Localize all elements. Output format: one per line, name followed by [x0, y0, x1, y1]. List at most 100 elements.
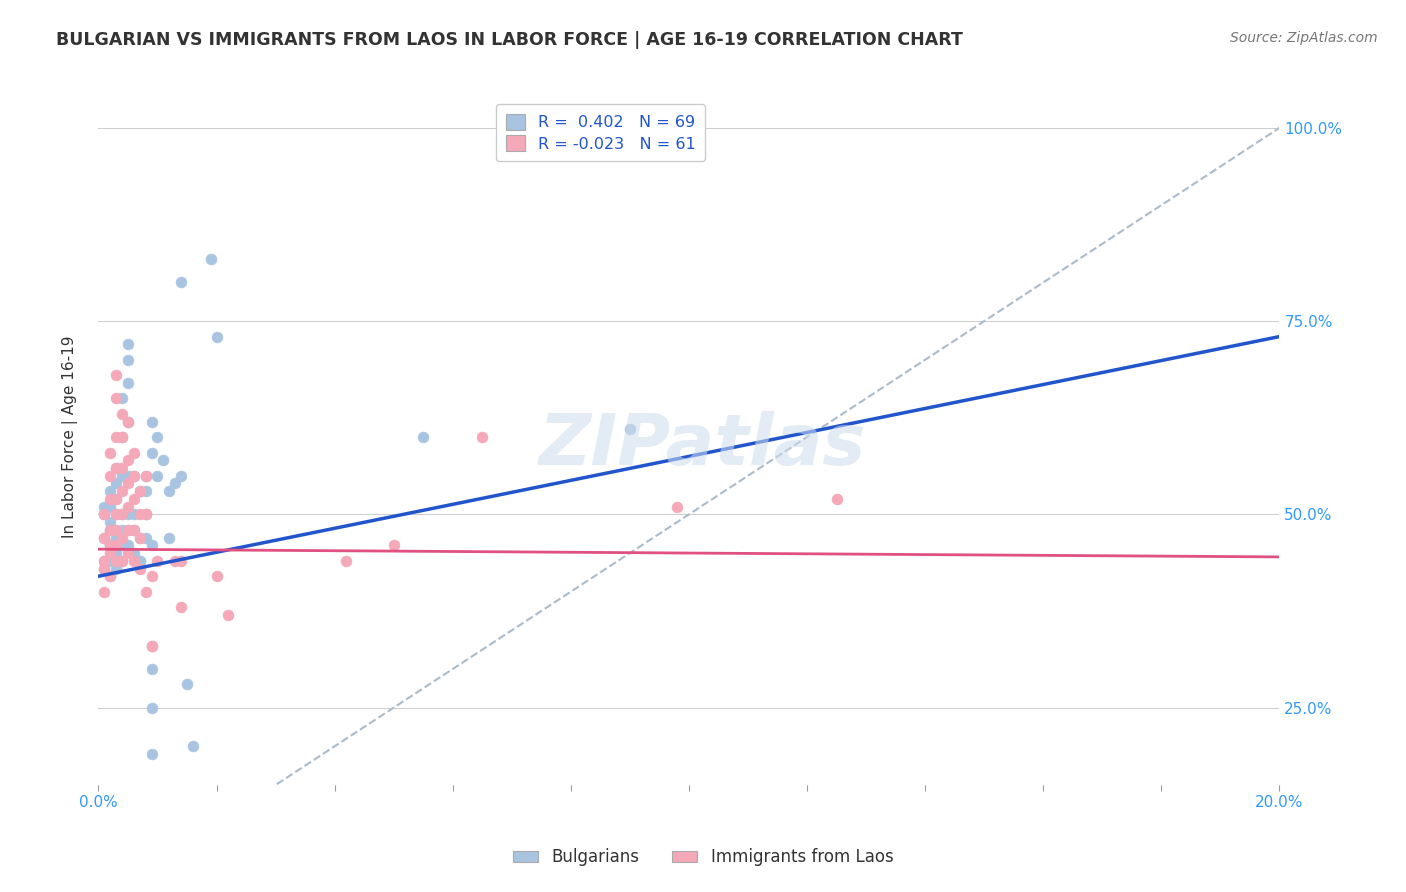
Point	[105, 523, 128, 537]
Point	[122, 554, 145, 568]
Point	[122, 445, 145, 459]
Point	[111, 531, 134, 545]
Point	[122, 523, 145, 537]
Point	[111, 508, 134, 522]
Point	[93, 500, 115, 514]
Point	[98, 538, 121, 552]
Point	[176, 677, 198, 691]
Y-axis label: In Labor Force | Age 16-19: In Labor Force | Age 16-19	[62, 335, 77, 539]
Point	[111, 407, 134, 421]
Point	[117, 337, 139, 351]
Point	[135, 531, 157, 545]
Point	[146, 468, 169, 483]
Point	[105, 461, 128, 475]
Point	[105, 531, 128, 545]
Point	[170, 554, 193, 568]
Point	[382, 538, 405, 552]
Point	[141, 700, 163, 714]
Point	[117, 476, 139, 491]
Text: ZIPatlas: ZIPatlas	[540, 411, 866, 481]
Point	[111, 554, 134, 568]
Point	[666, 500, 689, 514]
Legend: R =  0.402   N = 69, R = -0.023   N = 61: R = 0.402 N = 69, R = -0.023 N = 61	[496, 104, 704, 161]
Point	[165, 476, 187, 491]
Point	[122, 468, 145, 483]
Point	[146, 554, 169, 568]
Point	[165, 554, 187, 568]
Point	[93, 531, 115, 545]
Point	[93, 554, 115, 568]
Point	[141, 445, 163, 459]
Point	[111, 430, 134, 444]
Point	[111, 430, 134, 444]
Point	[105, 561, 128, 575]
Point	[135, 484, 157, 499]
Point	[105, 554, 128, 568]
Point	[93, 561, 115, 575]
Point	[412, 430, 434, 444]
Point	[111, 523, 134, 537]
Text: Source: ZipAtlas.com: Source: ZipAtlas.com	[1230, 31, 1378, 45]
Point	[128, 554, 150, 568]
Point	[128, 561, 150, 575]
Point	[105, 538, 128, 552]
Point	[105, 546, 128, 560]
Point	[135, 468, 157, 483]
Point	[105, 508, 128, 522]
Point	[117, 538, 139, 552]
Point	[93, 531, 115, 545]
Point	[141, 639, 163, 653]
Point	[170, 468, 193, 483]
Point	[98, 500, 121, 514]
Point	[128, 531, 150, 545]
Point	[217, 607, 239, 622]
Point	[157, 484, 180, 499]
Point	[135, 468, 157, 483]
Point	[135, 584, 157, 599]
Point	[117, 415, 139, 429]
Point	[128, 484, 150, 499]
Point	[117, 523, 139, 537]
Point	[128, 508, 150, 522]
Point	[105, 508, 128, 522]
Point	[122, 508, 145, 522]
Point	[141, 538, 163, 552]
Point	[98, 538, 121, 552]
Point	[205, 329, 228, 343]
Point	[111, 461, 134, 475]
Point	[122, 523, 145, 537]
Point	[105, 392, 128, 406]
Point	[170, 276, 193, 290]
Point	[128, 531, 150, 545]
Point	[181, 739, 204, 754]
Point	[111, 554, 134, 568]
Point	[122, 468, 145, 483]
Point	[117, 508, 139, 522]
Point	[105, 491, 128, 506]
Point	[105, 491, 128, 506]
Point	[98, 569, 121, 583]
Point	[141, 639, 163, 653]
Point	[117, 415, 139, 429]
Point	[157, 531, 180, 545]
Point	[98, 554, 121, 568]
Point	[128, 554, 150, 568]
Point	[122, 491, 145, 506]
Point	[98, 484, 121, 499]
Point	[98, 523, 121, 537]
Point	[93, 508, 115, 522]
Point	[93, 561, 115, 575]
Point	[135, 508, 157, 522]
Text: BULGARIAN VS IMMIGRANTS FROM LAOS IN LABOR FORCE | AGE 16-19 CORRELATION CHART: BULGARIAN VS IMMIGRANTS FROM LAOS IN LAB…	[56, 31, 963, 49]
Point	[111, 538, 134, 552]
Point	[117, 376, 139, 390]
Point	[117, 546, 139, 560]
Point	[205, 569, 228, 583]
Point	[98, 515, 121, 529]
Point	[141, 662, 163, 676]
Point	[825, 491, 848, 506]
Point	[93, 584, 115, 599]
Point	[141, 569, 163, 583]
Point	[98, 569, 121, 583]
Point	[619, 422, 641, 436]
